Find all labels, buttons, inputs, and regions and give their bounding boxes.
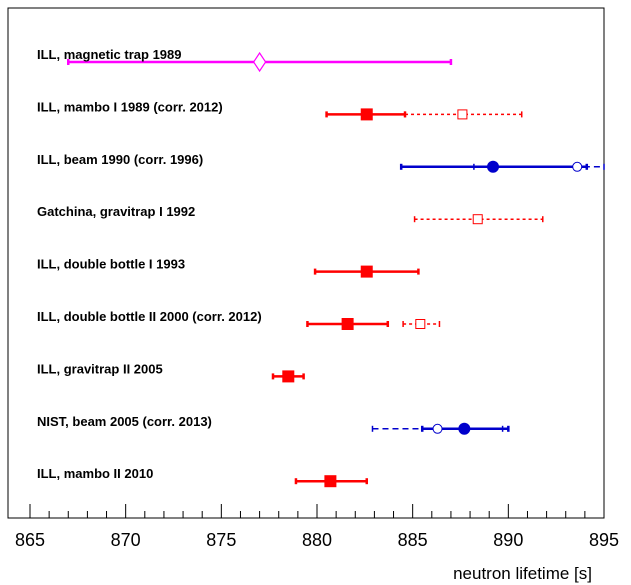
- data-point: [404, 109, 523, 120]
- x-tick-label: 865: [15, 530, 45, 550]
- experiment-label: Gatchina, gravitrap I 1992: [37, 204, 195, 219]
- marker-filled-square: [360, 108, 373, 121]
- experiment-label: ILL, mambo I 1989 (corr. 2012): [37, 99, 223, 114]
- marker-open-square: [472, 214, 483, 225]
- experiment-label: NIST, beam 2005 (corr. 2013): [37, 414, 212, 429]
- marker-filled-square: [341, 318, 354, 330]
- plot-frame: [7, 7, 605, 519]
- x-tick-label: 880: [302, 530, 332, 550]
- experiment-labels: ILL, magnetic trap 1989 ILL, mambo I 1989…: [37, 47, 262, 481]
- experiment-label: ILL, mambo II 2010: [37, 466, 153, 481]
- marker-open-circle: [432, 423, 443, 434]
- x-axis-tick-labels: 865 870 875 880 885 890 895: [15, 530, 619, 550]
- data-series: [67, 51, 605, 488]
- data-point: [67, 51, 453, 73]
- marker-filled-circle: [487, 160, 500, 173]
- marker-open-diamond: [252, 51, 267, 73]
- data-point: [271, 370, 305, 383]
- data-point: [473, 161, 605, 172]
- data-point: [325, 108, 407, 121]
- marker-open-square: [457, 109, 468, 120]
- data-point: [306, 318, 390, 330]
- marker-open-circle: [572, 161, 583, 172]
- data-point: [402, 319, 441, 329]
- x-axis-ticks: [29, 504, 605, 518]
- marker-filled-square: [324, 475, 337, 488]
- data-point: [313, 265, 420, 278]
- x-tick-label: 870: [111, 530, 141, 550]
- marker-open-square: [415, 319, 426, 329]
- marker-filled-square: [282, 370, 295, 383]
- x-tick-label: 890: [493, 530, 523, 550]
- experiment-label: ILL, gravitrap II 2005: [37, 361, 163, 376]
- x-axis-title: neutron lifetime [s]: [453, 564, 592, 583]
- x-tick-label: 885: [398, 530, 428, 550]
- experiment-label: ILL, double bottle II 2000 (corr. 2012): [37, 309, 262, 324]
- experiment-label: ILL, double bottle I 1993: [37, 257, 185, 272]
- experiment-label: ILL, magnetic trap 1989: [37, 47, 182, 62]
- data-point: [294, 475, 368, 488]
- x-tick-label: 875: [206, 530, 236, 550]
- data-point: [371, 423, 504, 434]
- experiment-label: ILL, beam 1990 (corr. 1996): [37, 152, 203, 167]
- x-tick-label: 895: [589, 530, 619, 550]
- marker-filled-square: [360, 265, 373, 278]
- data-point: [413, 214, 544, 225]
